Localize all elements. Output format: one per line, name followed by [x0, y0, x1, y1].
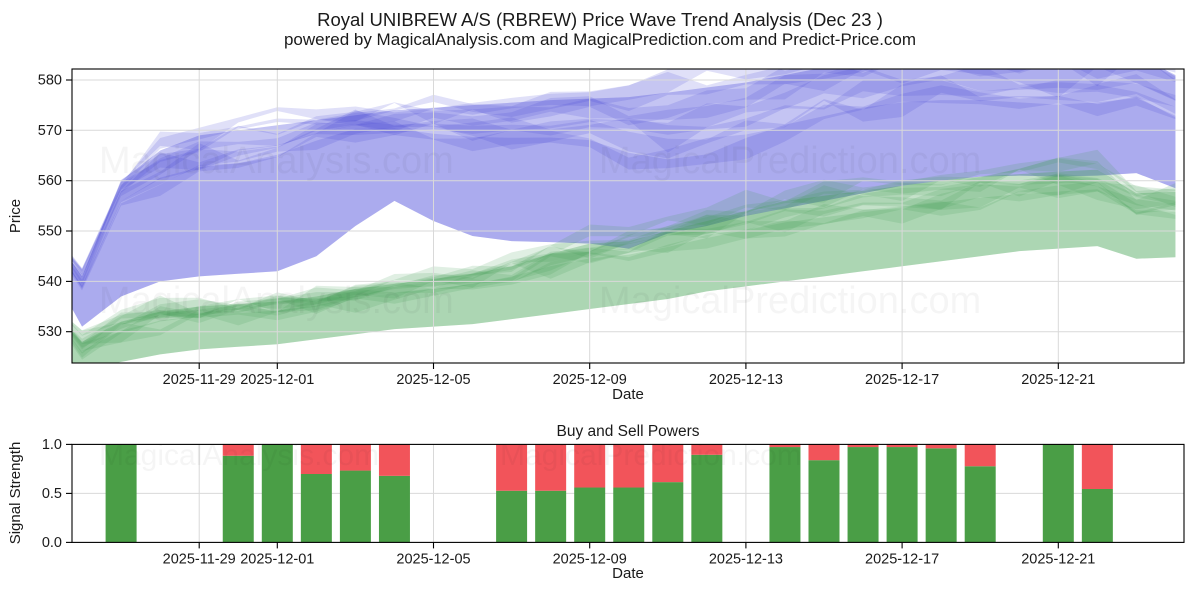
- svg-text:2025-12-01: 2025-12-01: [240, 551, 314, 567]
- svg-text:Signal Strength: Signal Strength: [7, 442, 24, 545]
- svg-text:0.0: 0.0: [42, 535, 62, 551]
- svg-text:Buy and Sell Powers: Buy and Sell Powers: [556, 423, 699, 440]
- svg-text:2025-12-13: 2025-12-13: [709, 551, 783, 567]
- svg-text:2025-12-17: 2025-12-17: [865, 551, 939, 567]
- svg-text:0.5: 0.5: [42, 486, 62, 502]
- svg-text:1.0: 1.0: [42, 437, 62, 453]
- svg-text:2025-12-21: 2025-12-21: [1021, 551, 1095, 567]
- svg-text:Date: Date: [612, 565, 644, 582]
- svg-text:2025-12-05: 2025-12-05: [396, 551, 470, 567]
- svg-text:2025-11-29: 2025-11-29: [163, 551, 236, 567]
